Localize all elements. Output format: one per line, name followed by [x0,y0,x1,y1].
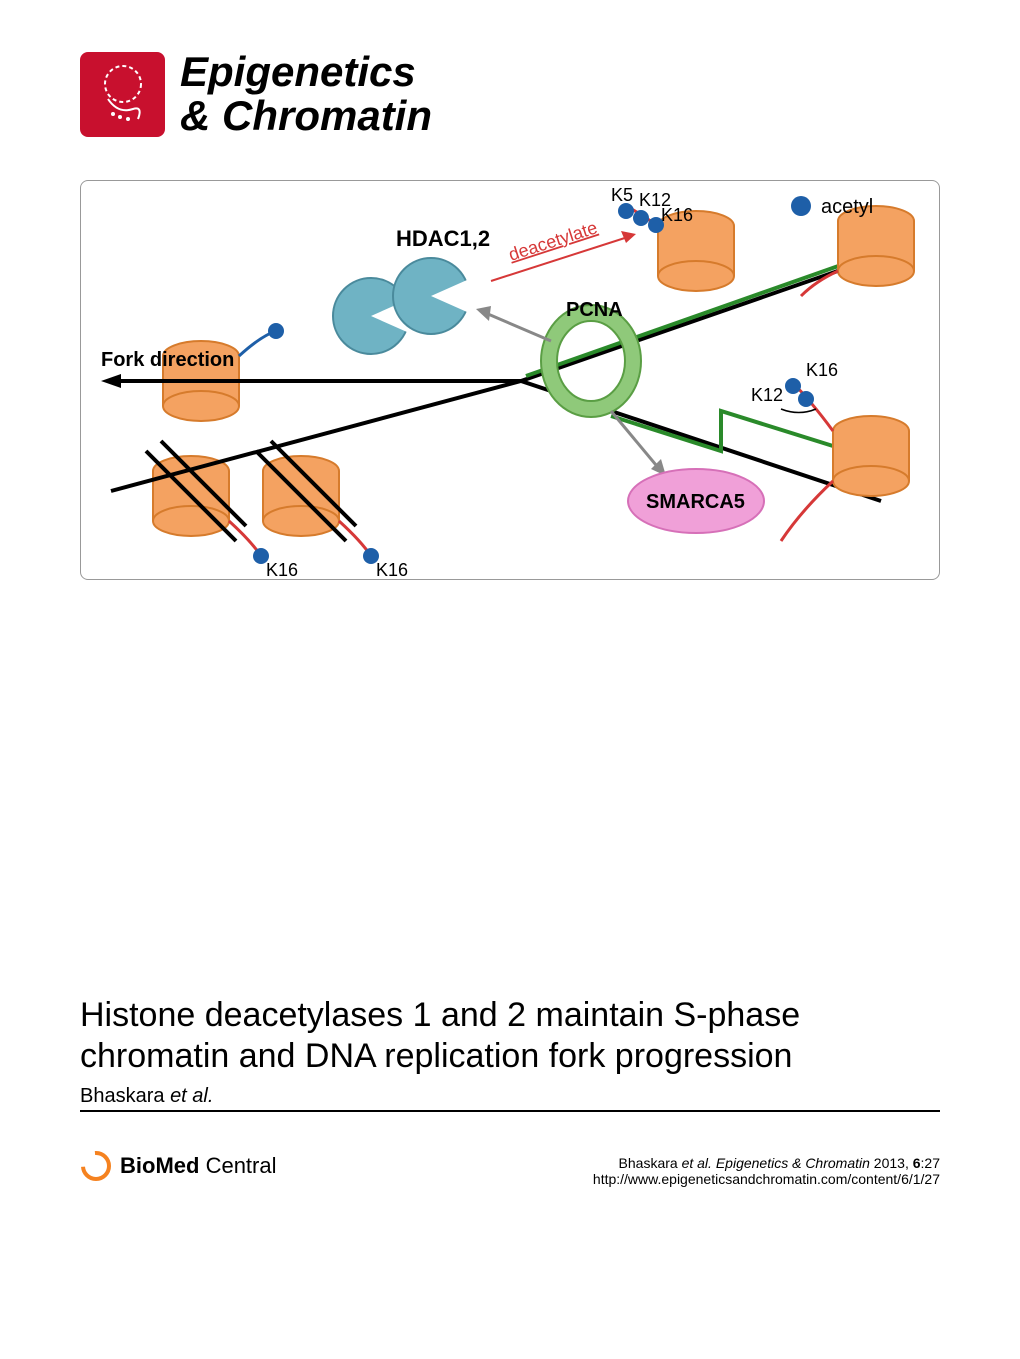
journal-title: Epigenetics & Chromatin [180,50,432,138]
publisher-logo: BioMed Central [80,1150,277,1182]
citation-url: http://www.epigeneticsandchromatin.com/c… [593,1171,940,1187]
citation-page: :27 [921,1155,940,1171]
publisher-name-rest: Central [199,1153,276,1178]
article-authors: Bhaskara et al. [80,1085,213,1108]
k5-label: K5 [611,185,633,205]
citation-journal: Epigenetics & Chromatin [716,1155,870,1171]
journal-title-line1: Epigenetics [180,50,432,94]
citation-line1: Bhaskara et al. Epigenetics & Chromatin … [593,1155,940,1171]
citation-block: Bhaskara et al. Epigenetics & Chromatin … [593,1155,940,1187]
publisher-name-bold: BioMed [120,1153,199,1178]
publisher-name: BioMed Central [120,1153,277,1179]
journal-header: Epigenetics & Chromatin [80,50,432,138]
deacetylate-label: deacetylate [506,217,600,264]
article-title: Histone deacetylases 1 and 2 maintain S-… [80,995,940,1077]
pcna-label: PCNA [566,299,623,321]
journal-logo [80,52,165,137]
citation-author: Bhaskara [619,1155,678,1171]
citation-etal: et al. [682,1155,712,1171]
journal-title-line2: & Chromatin [180,94,432,138]
k16-top-label: K16 [661,205,693,225]
author-surname: Bhaskara [80,1085,165,1107]
k16-bottom2-label: K16 [376,560,408,580]
title-divider [80,1110,940,1112]
hdac-label: HDAC1,2 [396,226,490,251]
citation-volume: 6 [913,1155,921,1171]
k16-bottom1-label: K16 [266,560,298,580]
k16-right-label: K16 [806,360,838,380]
citation-year: 2013, [874,1155,909,1171]
k12-right-label: K12 [751,385,783,405]
author-etal: et al. [170,1085,213,1107]
acetyl-label: acetyl [821,196,873,218]
smarca5-label: SMARCA5 [646,491,745,513]
biomed-icon [80,1150,112,1182]
fork-direction-label: Fork direction [101,349,234,371]
diagram-figure: Fork direction HDAC1,2 deacetylate PCNA … [80,180,940,580]
